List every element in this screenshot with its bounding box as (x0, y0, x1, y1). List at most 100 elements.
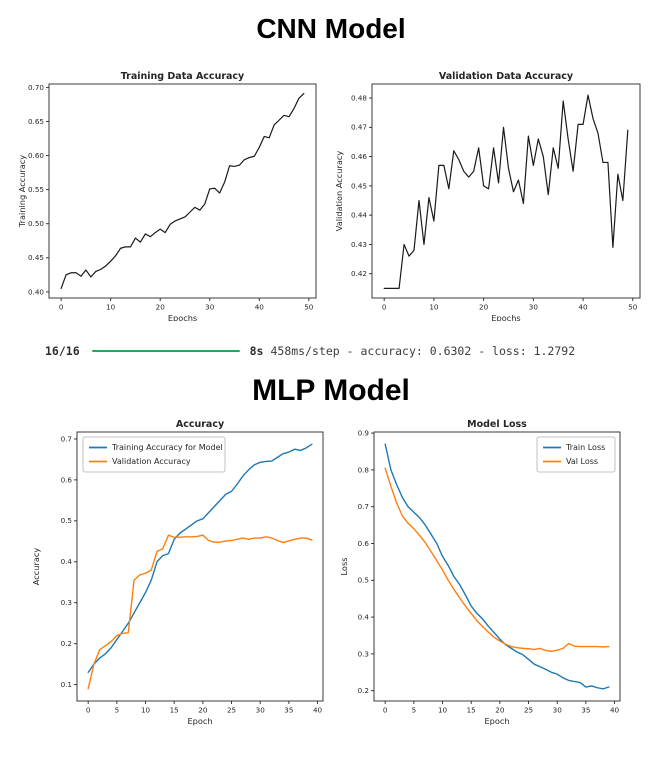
x-tick-label: 5 (114, 706, 119, 715)
cnn-validation-accuracy-chart: 0 10 20 30 40 50 0.42 0.43 0.44 0.45 0.46 0.47 0.48 V… (332, 71, 648, 321)
mlp-accuracy-chart: 0 5 10 15 20 25 30 35 40 0.1 0.2 0.3 0.4 0.5 0.6 0.7 Acc… (29, 417, 331, 735)
y-tick-label: 0.8 (357, 465, 369, 474)
y-tick-label: 0.60 (27, 151, 43, 160)
y-tick-label: 0.2 (357, 686, 368, 695)
x-tick-label: 20 (155, 303, 165, 312)
y-axis-label: Loss (339, 558, 349, 576)
y-axis-label: Accuracy (31, 548, 41, 586)
y-tick-label: 0.70 (27, 83, 43, 92)
chart-title: Training Data Accuracy (120, 71, 244, 82)
y-tick-label: 0.7 (357, 502, 368, 511)
plot-box (76, 431, 323, 702)
x-tick-label: 25 (226, 706, 235, 715)
y-tick-label: 0.50 (27, 219, 43, 228)
y-tick-label: 0.4 (60, 557, 72, 566)
legend-box (82, 436, 225, 473)
x-tick-label: 15 (169, 706, 178, 715)
x-tick-label: 30 (528, 303, 538, 312)
chart-title: Accuracy (175, 419, 224, 430)
x-tick-label: 35 (284, 706, 293, 715)
y-tick-label: 0.2 (60, 639, 71, 648)
series-line (383, 94, 628, 289)
x-tick-label: 35 (581, 706, 590, 715)
y-tick-label: 0.55 (27, 185, 43, 194)
x-tick-label: 15 (466, 706, 475, 715)
x-tick-label: 0 (58, 303, 63, 312)
x-tick-label: 30 (552, 706, 562, 715)
x-tick-label: 20 (198, 706, 208, 715)
x-tick-label: 0 (381, 303, 386, 312)
chart-title: Validation Data Accuracy (438, 71, 573, 82)
series-line (383, 467, 610, 653)
x-tick-label: 10 (106, 303, 116, 312)
y-tick-label: 0.40 (27, 287, 43, 296)
x-tick-label: 50 (304, 303, 314, 312)
progress-bar (91, 350, 240, 352)
chart-title: Model Loss (467, 419, 527, 430)
x-tick-label: 10 (429, 303, 439, 312)
plot-box (373, 431, 620, 702)
x-tick-label: 25 (523, 706, 532, 715)
y-axis-label: Validation Accuracy (334, 151, 344, 232)
x-axis-label: Epoch (484, 716, 509, 726)
x-tick-label: 10 (140, 706, 150, 715)
y-tick-label: 0.5 (60, 516, 71, 525)
x-tick-label: 20 (495, 706, 505, 715)
x-tick-label: 40 (578, 303, 588, 312)
y-axis-label: Training Accuracy (17, 155, 27, 228)
cnn-training-accuracy-chart: 0 10 20 30 40 50 0.40 0.45 0.50 0.55 0.60 0.65 0.70 T… (15, 71, 320, 321)
y-tick-label: 0.1 (60, 680, 71, 689)
y-tick-label: 0.44 (350, 211, 366, 220)
plot-box (371, 83, 640, 299)
x-tick-label: 20 (479, 303, 489, 312)
y-tick-label: 0.46 (350, 152, 366, 161)
x-axis-label: Epoch (187, 716, 212, 726)
cnn-section-title: CNN Model (256, 13, 406, 44)
x-axis-label: Epochs (491, 313, 520, 321)
mlp-section-title: MLP Model (252, 374, 410, 407)
x-tick-label: 10 (437, 706, 447, 715)
y-tick-label: 0.43 (350, 240, 366, 249)
x-tick-label: 30 (205, 303, 215, 312)
mlp-charts-row: 0 5 10 15 20 25 30 35 40 0.1 0.2 0.3 0.4 0.5 0.6 0.7 Acc… (0, 417, 662, 735)
y-tick-label: 0.42 (350, 269, 366, 278)
series-line (383, 443, 610, 690)
keras-progress-line: 16/16 8s 458ms/step - accuracy: 0.6302 -… (45, 344, 662, 358)
x-axis-label: Epochs (167, 313, 196, 321)
progress-duration: 8s (249, 344, 264, 358)
x-tick-label: 5 (411, 706, 416, 715)
series-line (60, 92, 304, 290)
legend-label: Train Loss (565, 443, 605, 452)
mlp-loss-chart: 0 5 10 15 20 25 30 35 40 0.2 0.3 0.4 0.5 0.6 0.7 0.8 0.9… (337, 417, 634, 735)
cnn-validation-svg: 0 10 20 30 40 50 0.42 0.43 0.44 0.45 0.46 0.47 0.48 V… (334, 71, 640, 321)
x-tick-label: 30 (255, 706, 265, 715)
x-tick-label: 0 (382, 706, 387, 715)
legend-label: Val Loss (566, 457, 598, 466)
y-tick-label: 0.7 (60, 434, 71, 443)
series-line (86, 534, 313, 690)
legend-label: Validation Accuracy (112, 457, 191, 466)
y-tick-label: 0.65 (27, 117, 43, 126)
cnn-training-svg: 0 10 20 30 40 50 0.40 0.45 0.50 0.55 0.60 0.65 0.70 T… (17, 71, 316, 321)
mlp-accuracy-svg: 0 5 10 15 20 25 30 35 40 0.1 0.2 0.3 0.4 0.5 0.6 0.7 Acc… (31, 419, 323, 726)
progress-metrics-text: 458ms/step - accuracy: 0.6302 - loss: 1.… (270, 344, 576, 358)
y-tick-label: 0.45 (27, 253, 43, 262)
y-tick-label: 0.48 (350, 93, 366, 102)
progress-step-count: 16/16 (45, 344, 80, 358)
x-tick-label: 40 (312, 706, 322, 715)
y-tick-label: 0.3 (60, 598, 71, 607)
series-line (86, 443, 313, 674)
cnn-charts-row: 0 10 20 30 40 50 0.40 0.45 0.50 0.55 0.60 0.65 0.70 T… (0, 71, 662, 321)
y-tick-label: 0.5 (357, 576, 368, 585)
x-tick-label: 40 (609, 706, 619, 715)
x-tick-label: 0 (85, 706, 90, 715)
y-tick-label: 0.45 (350, 181, 366, 190)
plot-box (48, 83, 316, 299)
y-tick-label: 0.6 (60, 475, 72, 484)
y-tick-label: 0.4 (357, 612, 369, 621)
y-tick-label: 0.6 (357, 539, 369, 548)
legend-label: Training Accuracy for Model (111, 443, 223, 452)
y-tick-label: 0.9 (357, 429, 369, 438)
x-tick-label: 50 (628, 303, 638, 312)
